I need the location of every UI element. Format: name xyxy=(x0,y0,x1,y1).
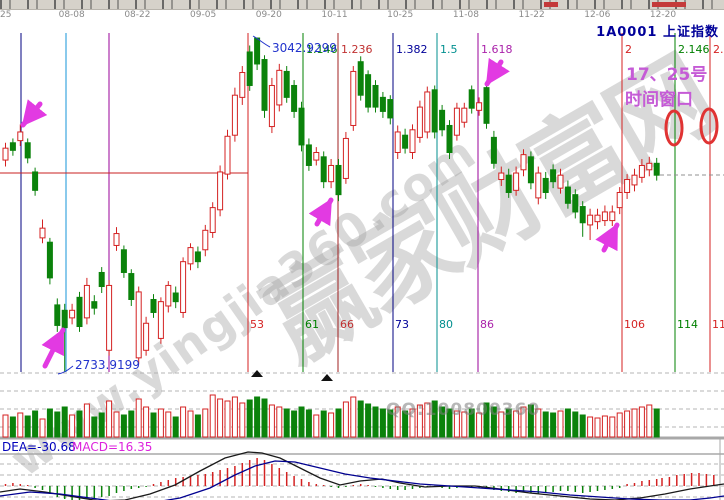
bar-count-label: 114 xyxy=(677,318,698,331)
date-label: 08-22 xyxy=(124,10,151,20)
fib-level-label: 2 xyxy=(625,43,632,56)
bar-count-label: 106 xyxy=(624,318,645,331)
toolbar-fragment xyxy=(544,2,558,7)
fib-level-label: 1.618 xyxy=(481,43,513,56)
dea-value-label: DEA=-30.68 xyxy=(2,440,76,454)
bar-count-label: 80 xyxy=(439,318,453,331)
date-label: 10-11 xyxy=(321,10,348,20)
fib-level-label: 1.236 xyxy=(341,43,373,56)
watermark-qq: QQ:100800360 xyxy=(386,400,541,420)
date-label: 09-05 xyxy=(190,10,217,20)
date-label: 09-20 xyxy=(255,10,282,20)
date-label: 12-20 xyxy=(649,10,677,20)
date-label: 11-08 xyxy=(452,10,479,20)
fib-level-label: 2. xyxy=(713,43,724,56)
toolbar-fragment xyxy=(652,2,686,7)
date-label: 10-25 xyxy=(387,10,414,20)
date-label: 08-08 xyxy=(58,10,85,20)
index-title: 1A0001 上证指数 xyxy=(596,21,719,40)
index-name: 上证指数 xyxy=(662,25,719,40)
bar-count-label: 73 xyxy=(395,318,409,331)
fib-level-label: 2.146 xyxy=(678,43,710,56)
time-window-note-line2: 时间窗口 xyxy=(625,90,693,110)
fib-level-label: 1.5 xyxy=(440,43,458,56)
high-price-label: 3042.9299 xyxy=(272,41,337,55)
toolbar-strip[interactable] xyxy=(0,0,724,10)
fib-level-label: 1.146 xyxy=(306,43,338,56)
low-price-label: 2733.9199 xyxy=(75,358,140,372)
bar-count-label: 86 xyxy=(480,318,494,331)
date-axis: 25 08-08 08-22 09-05 09-20 10-11 10-25 11-08 11-… xyxy=(0,10,724,22)
bar-count-label: 61 xyxy=(305,318,319,331)
time-window-note-line1: 17、25号 xyxy=(626,65,708,85)
bar-count-label: 66 xyxy=(340,318,354,331)
macd-value-label: MACD=16.35 xyxy=(72,440,153,454)
fib-level-label: 1.382 xyxy=(396,43,428,56)
symbol-code: 1A0001 xyxy=(596,25,658,40)
date-label: 11-22 xyxy=(518,10,545,20)
date-label: 25 xyxy=(0,10,12,20)
date-label: 12-06 xyxy=(584,10,611,20)
bar-count-label: 11 xyxy=(712,318,724,331)
bar-count-label: 53 xyxy=(250,318,264,331)
